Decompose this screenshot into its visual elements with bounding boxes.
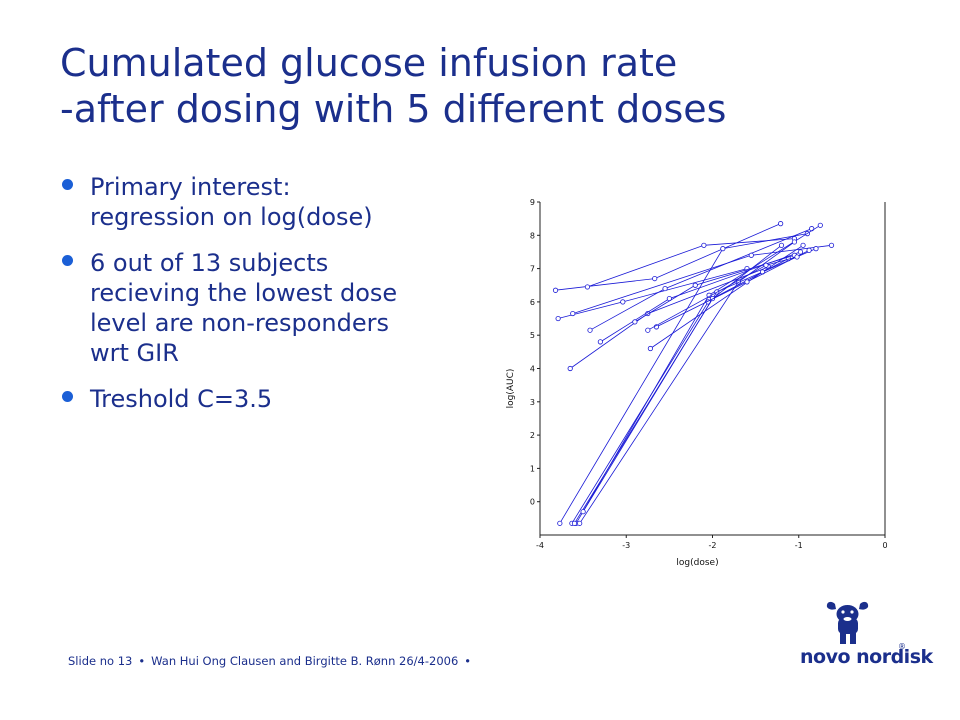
data-point [597, 339, 603, 345]
x-tick-label: -3 [622, 541, 630, 550]
y-tick-label: 6 [530, 298, 535, 307]
data-point [763, 262, 769, 268]
data-point [797, 249, 804, 255]
subject-line-9 [571, 244, 782, 524]
x-tick-label: -1 [795, 541, 803, 550]
data-point [800, 242, 806, 248]
data-point [778, 242, 785, 248]
data-point [571, 520, 578, 526]
footer: Slide no 13 • Wan Hui Ong Clausen and Birg… [68, 654, 477, 668]
title-line-2: -after dosing with 5 different doses [60, 87, 727, 131]
logo-registered-mark: ® [898, 642, 906, 651]
data-point [567, 365, 573, 372]
data-point [570, 310, 576, 317]
dose-response-chart: 0 1 2 3 4 5 6 7 8 9 -4 -3 -2 -1 0 log(dose) log(AUC) [506, 198, 888, 568]
data-point [580, 509, 586, 515]
data-point [587, 327, 593, 333]
data-point [806, 247, 812, 253]
y-axis-label: log(AUC) [506, 369, 516, 409]
data-point [652, 275, 658, 282]
data-point [720, 246, 726, 252]
data-point [791, 239, 798, 245]
x-tick-label: -4 [536, 541, 544, 550]
subject-line-11 [579, 241, 795, 524]
data-point [744, 279, 750, 285]
bullet-dot-icon [62, 255, 73, 266]
data-point [584, 284, 591, 290]
footer-separator: • [138, 654, 146, 668]
data-point [555, 315, 561, 322]
data-point [645, 327, 651, 333]
data-point [577, 520, 583, 526]
data-point [813, 246, 819, 252]
logo-wordmark: novo nordisk [800, 646, 933, 668]
data-point [632, 319, 638, 325]
data-point [552, 287, 559, 293]
bullet-item: Treshold C=3.5 [62, 384, 422, 414]
novo-nordisk-bull-logo-icon [826, 601, 869, 644]
subject-line-10 [575, 224, 821, 524]
y-tick-label: 5 [530, 331, 535, 340]
bullet-text: Treshold C=3.5 [90, 385, 273, 413]
subject-line-4 [589, 228, 812, 331]
footer-slide-number: Slide no 13 [68, 654, 133, 668]
x-tick-label: 0 [882, 541, 887, 550]
data-point [778, 221, 784, 227]
data-point [620, 299, 626, 305]
data-point [794, 254, 800, 260]
footer-separator: • [464, 654, 472, 668]
bullet-dot-icon [62, 179, 73, 190]
y-tick-label: 2 [530, 431, 535, 440]
x-tick-label: -2 [709, 541, 717, 550]
bullet-item: Primary interest: regression on log(dose… [62, 172, 422, 232]
data-point [662, 285, 668, 292]
data-point [692, 282, 698, 288]
footer-authors: Wan Hui Ong Clausen and Birgitte B. Rønn… [151, 654, 459, 668]
bullet-item: 6 out of 13 subjects recieving the lowes… [62, 248, 422, 368]
bullet-text: 6 out of 13 subjects recieving the lowes… [90, 249, 398, 367]
data-point [647, 345, 653, 352]
y-tick-label: 0 [530, 498, 535, 507]
data-point [817, 222, 823, 228]
data-point [701, 242, 707, 248]
bullet-dot-icon [62, 391, 73, 402]
bullet-text: Primary interest: regression on log(dose… [90, 173, 373, 231]
bullet-list: Primary interest: regression on log(dose… [62, 172, 422, 430]
title-line-1: Cumulated glucose infusion rate [60, 41, 678, 85]
data-point [557, 520, 563, 526]
y-tick-label: 3 [530, 398, 535, 407]
y-tick-label: 7 [530, 265, 535, 274]
y-tick-label: 8 [530, 231, 535, 240]
subject-line-13 [582, 258, 789, 512]
data-point [748, 252, 754, 258]
x-axis-label: log(dose) [676, 558, 718, 568]
y-tick-label: 4 [530, 365, 535, 374]
y-tick-label: 1 [530, 464, 535, 473]
page-title: Cumulated glucose infusion rate -after d… [60, 40, 920, 132]
data-point [828, 242, 835, 248]
y-tick-label: 9 [530, 198, 535, 207]
subject-line-16 [656, 249, 810, 328]
